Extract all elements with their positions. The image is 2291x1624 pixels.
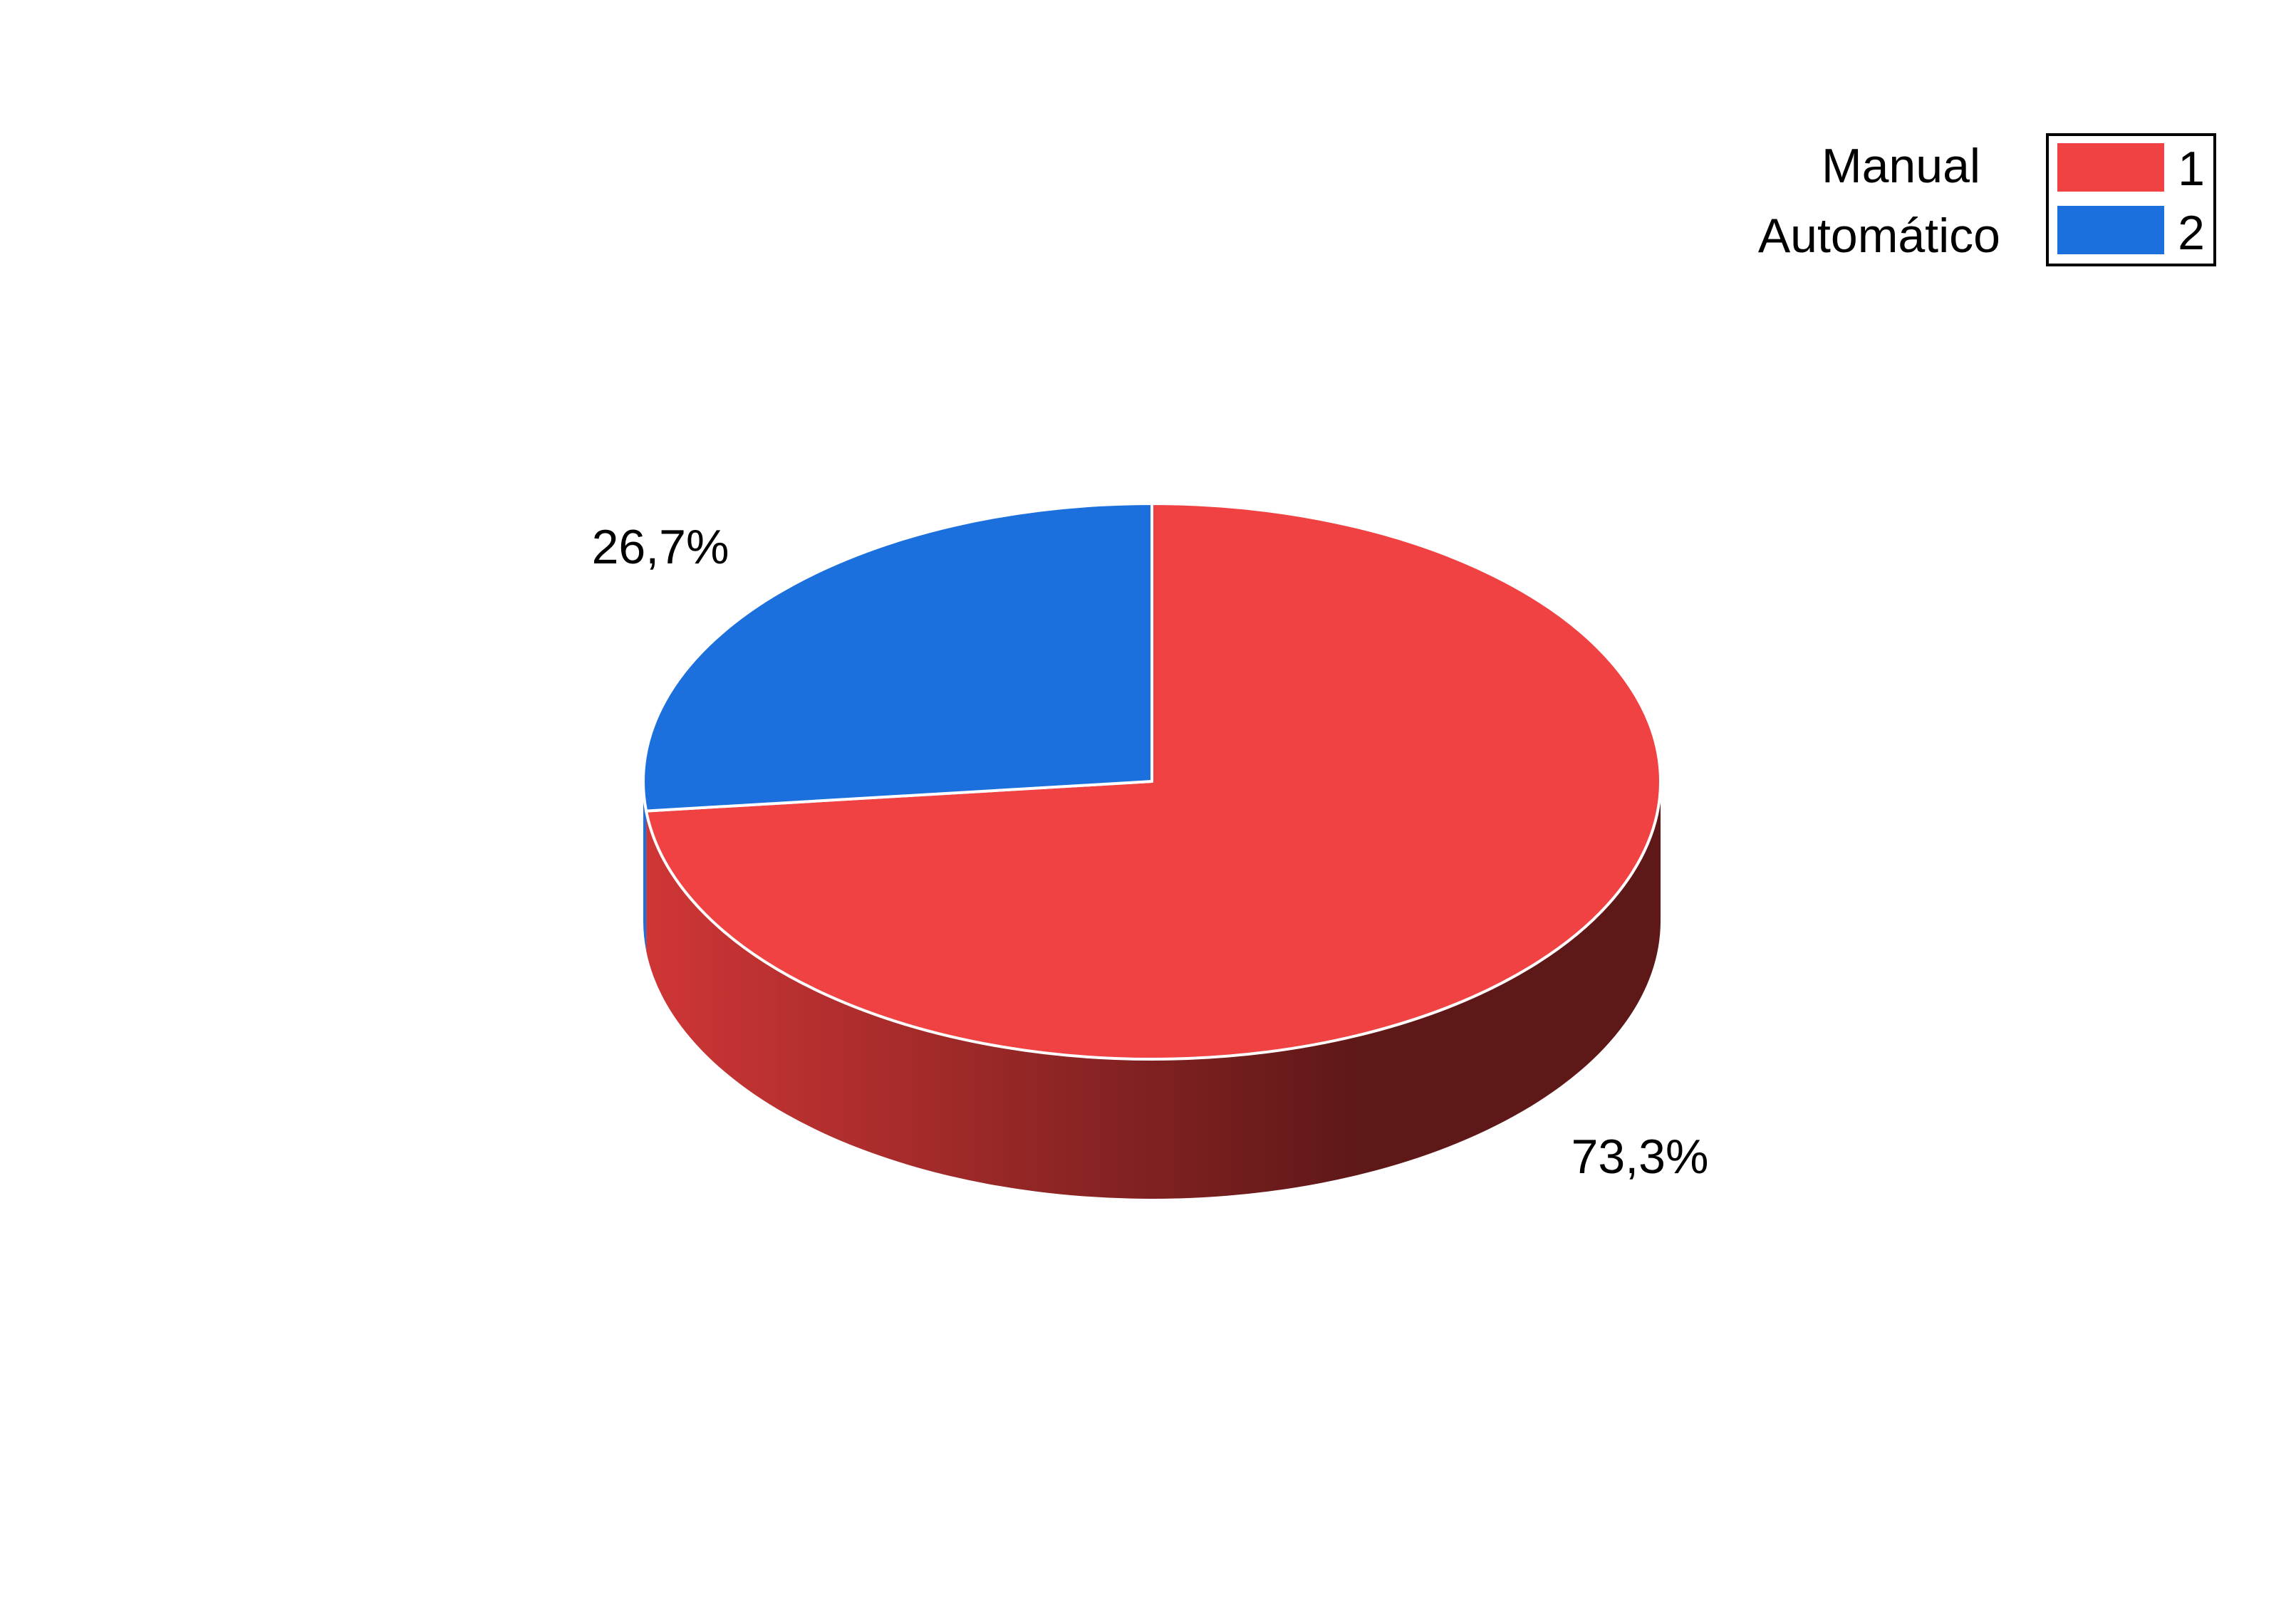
legend-code-automatico: 2 — [2178, 206, 2205, 260]
pie-top-face — [642, 502, 1662, 1061]
pie-side-manual — [646, 781, 1661, 1199]
slice-label-automatico: 26,7% — [592, 520, 729, 574]
legend-label-manual: Manual — [1822, 139, 1980, 193]
pie-side-automatico — [643, 781, 647, 951]
legend-code-manual: 1 — [2178, 142, 2205, 196]
legend-label-automatico: Automático — [1758, 209, 2000, 263]
slice-labels: 73,3% 26,7% — [592, 520, 1709, 1184]
pie-side-wall — [643, 781, 1661, 1199]
legend: 1 2 Manual Automático — [1758, 133, 2216, 266]
pie-slice-automatico — [642, 502, 1153, 813]
legend-swatch-manual — [2057, 143, 2164, 192]
legend-swatch-automatico — [2057, 206, 2164, 254]
slice-label-manual: 73,3% — [1572, 1130, 1709, 1184]
